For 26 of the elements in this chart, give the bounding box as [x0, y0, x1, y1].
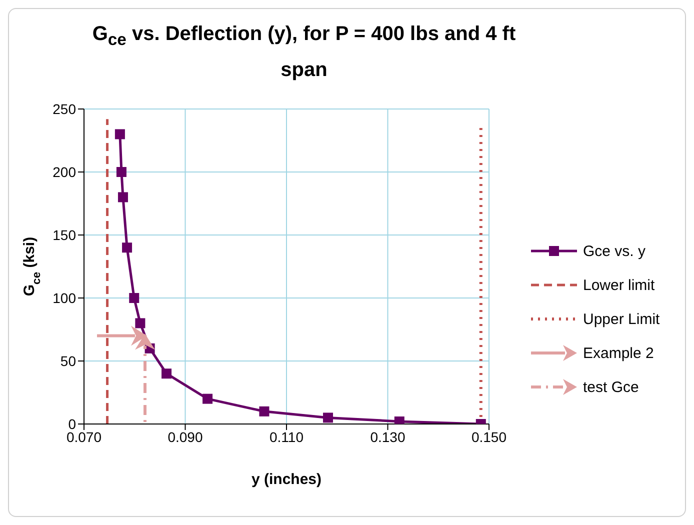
y-tick-label: 250: [52, 100, 76, 117]
point: [116, 167, 126, 177]
x-tick-label: 0.130: [370, 428, 406, 445]
x-tick-label: 0.110: [270, 428, 304, 445]
point: [114, 129, 125, 140]
legend-label: Gce vs. y: [583, 242, 646, 260]
point: [135, 318, 146, 328]
x-tick-label: 0.150: [471, 428, 507, 445]
point: [259, 406, 270, 416]
legend-label: Lower limit: [583, 276, 655, 294]
x-tick-label: 0.090: [168, 428, 203, 445]
legend-label: Upper Limit: [583, 310, 660, 328]
text: test Gce: [583, 378, 639, 396]
point: [118, 192, 128, 202]
point: [122, 242, 132, 253]
y-tick-label: 50: [60, 352, 76, 369]
y-tick-label: 200: [52, 164, 76, 180]
text: Example 2: [583, 344, 654, 362]
chart-title: G$_{ce}$ vs. Deflection (y), for P = 400 lbs and 4 ft span: [91, 22, 517, 83]
point: [323, 412, 334, 423]
y-tick-label: 100: [52, 290, 76, 306]
y-tick-label: 150: [52, 226, 76, 243]
point: [162, 368, 172, 379]
point: [202, 394, 213, 404]
x-axis-title: y (inches): [251, 471, 322, 488]
point: [129, 293, 140, 303]
